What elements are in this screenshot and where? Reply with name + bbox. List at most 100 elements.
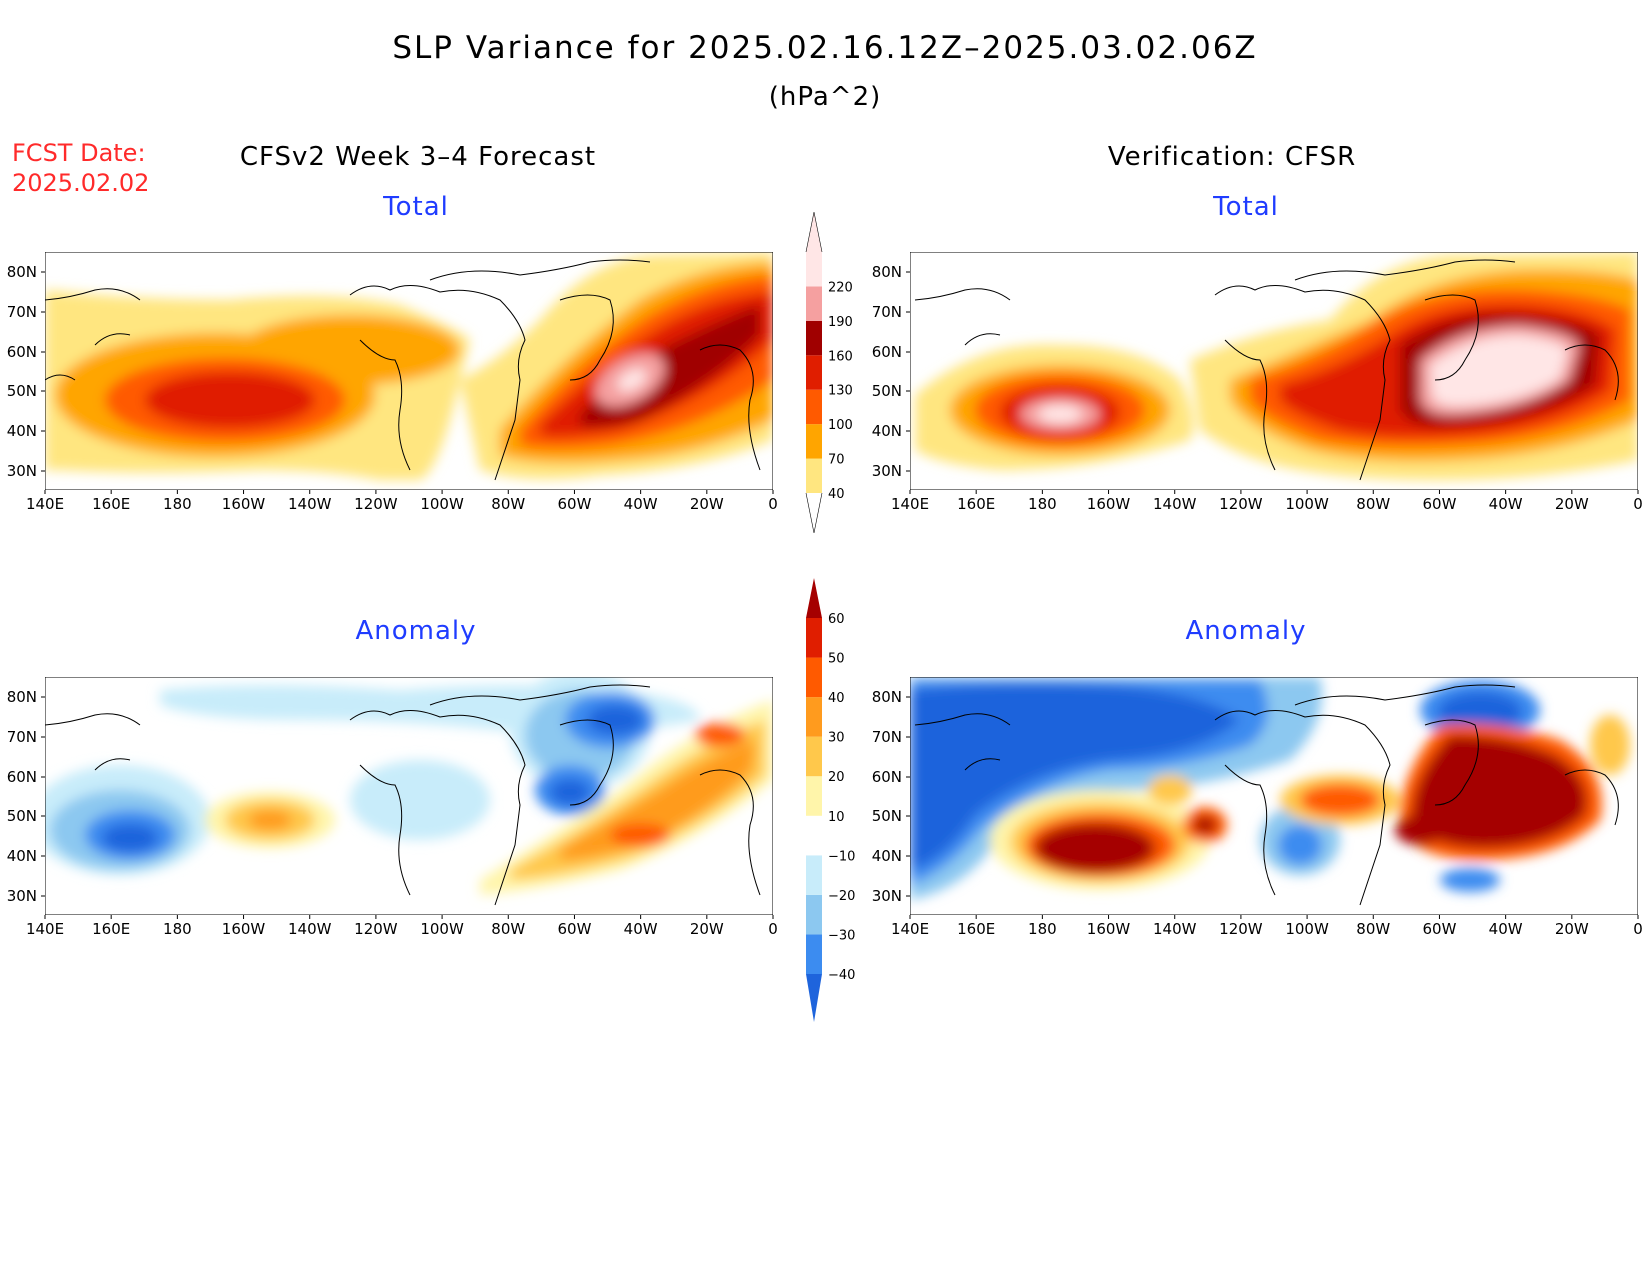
lon-tick-label: 20W <box>690 920 724 938</box>
lon-tick-label: 160E <box>957 495 995 513</box>
lat-tick-label: 80N <box>872 263 902 281</box>
colorbar-bottom-arrow <box>806 974 822 1022</box>
colorbar-swatch <box>806 855 822 895</box>
colorbar-swatch <box>806 815 822 856</box>
lat-tick-label: 80N <box>872 688 902 706</box>
colorbar-swatch <box>806 934 822 974</box>
colorbar-swatch <box>806 776 822 816</box>
lon-tick-label: 140W <box>1153 920 1197 938</box>
total-right-subtitle: Total <box>1213 192 1279 222</box>
lon-tick-label: 40W <box>624 920 658 938</box>
colorbar-level-label: 60 <box>828 612 845 627</box>
lon-tick-label: 20W <box>1555 495 1589 513</box>
lon-tick-label: 60W <box>557 920 591 938</box>
lon-tick-label: 80W <box>491 920 525 938</box>
total-forecast-map <box>45 252 773 490</box>
colorbar-swatch <box>806 736 822 777</box>
forecast-column-title: CFSv2 Week 3–4 Forecast <box>239 142 597 172</box>
colorbar-level-label: −30 <box>828 928 855 943</box>
colorbar-swatch <box>806 697 822 737</box>
lon-tick-label: 140E <box>891 495 929 513</box>
lon-tick-label: 120W <box>354 920 398 938</box>
lon-tick-label: 120W <box>1219 495 1263 513</box>
colorbar-level-label: 190 <box>828 315 853 330</box>
axis-labels: 80N 70N 60N 50N 40N 30N 140E 160E 180 160W 140W 120… <box>7 263 1643 938</box>
lat-tick-label: 70N <box>872 303 902 321</box>
lon-tick-label: 0 <box>1633 495 1643 513</box>
chart-title: SLP Variance for 2025.02.16.12Z–2025.03.… <box>392 30 1258 66</box>
lon-tick-label: 140W <box>1153 495 1197 513</box>
lat-tick-label: 80N <box>7 688 37 706</box>
chart-units: (hPa^2) <box>768 82 882 112</box>
lon-tick-label: 100W <box>1285 920 1329 938</box>
lon-tick-label: 160W <box>1087 920 1131 938</box>
lon-tick-label: 160E <box>92 495 130 513</box>
colorbar-swatch <box>806 355 822 390</box>
lon-tick-label: 160E <box>957 920 995 938</box>
colorbar-level-label: 130 <box>828 384 853 399</box>
lon-tick-label: 60W <box>557 495 591 513</box>
lon-tick-label: 140W <box>288 920 332 938</box>
lat-tick-label: 70N <box>872 728 902 746</box>
colorbar-level-label: −40 <box>828 968 855 983</box>
anomaly-left-subtitle: Anomaly <box>355 616 477 646</box>
colorbar-level-label: −10 <box>828 849 855 864</box>
lon-tick-label: 40W <box>1489 495 1523 513</box>
lon-tick-label: 160E <box>92 920 130 938</box>
lon-tick-label: 80W <box>1356 920 1390 938</box>
colorbar-level-label: 70 <box>828 453 845 468</box>
anomaly-right-subtitle: Anomaly <box>1185 616 1307 646</box>
colorbar-swatch <box>806 286 822 321</box>
colorbar-level-label: 20 <box>828 770 845 785</box>
lon-tick-label: 160W <box>222 920 266 938</box>
lon-tick-label: 140E <box>26 495 64 513</box>
lat-tick-label: 50N <box>872 807 902 825</box>
colorbar-swatch <box>806 252 822 287</box>
lat-tick-label: 60N <box>7 768 37 786</box>
anomaly-verification-map <box>910 677 1638 915</box>
colorbar-level-label: 50 <box>828 652 845 667</box>
verification-column-title: Verification: CFSR <box>1107 142 1357 172</box>
total-colorbar: 40 70 100 130 160 190 220 <box>805 211 853 534</box>
lon-tick-label: 20W <box>1555 920 1589 938</box>
total-left-subtitle: Total <box>383 192 449 222</box>
lat-tick-label: 30N <box>872 887 902 905</box>
anomaly-colorbar: −40 −30 −20 −10 10 20 30 40 50 60 <box>806 578 855 1022</box>
lon-tick-label: 120W <box>1219 920 1263 938</box>
lon-tick-label: 180 <box>163 495 192 513</box>
lon-tick-label: 140E <box>891 920 929 938</box>
lat-tick-label: 50N <box>7 382 37 400</box>
lon-tick-label: 140E <box>26 920 64 938</box>
colorbar-top-arrow <box>806 578 822 618</box>
forecast-date-block: FCST Date: 2025.02.02 <box>12 138 149 198</box>
lon-tick-label: 140W <box>288 495 332 513</box>
total-verification-map <box>910 252 1638 490</box>
lat-tick-label: 40N <box>7 847 37 865</box>
colorbar-level-label: 220 <box>828 280 853 295</box>
colorbar-level-label: 40 <box>828 487 845 502</box>
lon-tick-label: 80W <box>491 495 525 513</box>
lon-tick-label: 60W <box>1422 920 1456 938</box>
lat-tick-label: 70N <box>7 303 37 321</box>
colorbar-bottom-arrow <box>805 492 823 534</box>
forecast-date-label: FCST Date: <box>12 139 146 167</box>
lat-tick-label: 50N <box>7 807 37 825</box>
lon-tick-label: 0 <box>768 495 778 513</box>
lat-tick-label: 60N <box>872 343 902 361</box>
lat-tick-label: 40N <box>7 422 37 440</box>
colorbar-top-arrow <box>805 211 823 253</box>
lon-tick-label: 180 <box>163 920 192 938</box>
lon-tick-label: 40W <box>1489 920 1523 938</box>
colorbar-level-label: 40 <box>828 691 845 706</box>
lon-tick-label: 180 <box>1028 495 1057 513</box>
colorbar-swatch <box>806 320 822 356</box>
colorbar-swatch <box>806 424 822 459</box>
colorbar-level-label: 100 <box>828 418 853 433</box>
lat-tick-label: 80N <box>7 263 37 281</box>
lon-tick-label: 20W <box>690 495 724 513</box>
lon-tick-label: 0 <box>1633 920 1643 938</box>
lon-tick-label: 100W <box>420 495 464 513</box>
lon-tick-label: 100W <box>420 920 464 938</box>
colorbar-level-label: 30 <box>828 731 845 746</box>
